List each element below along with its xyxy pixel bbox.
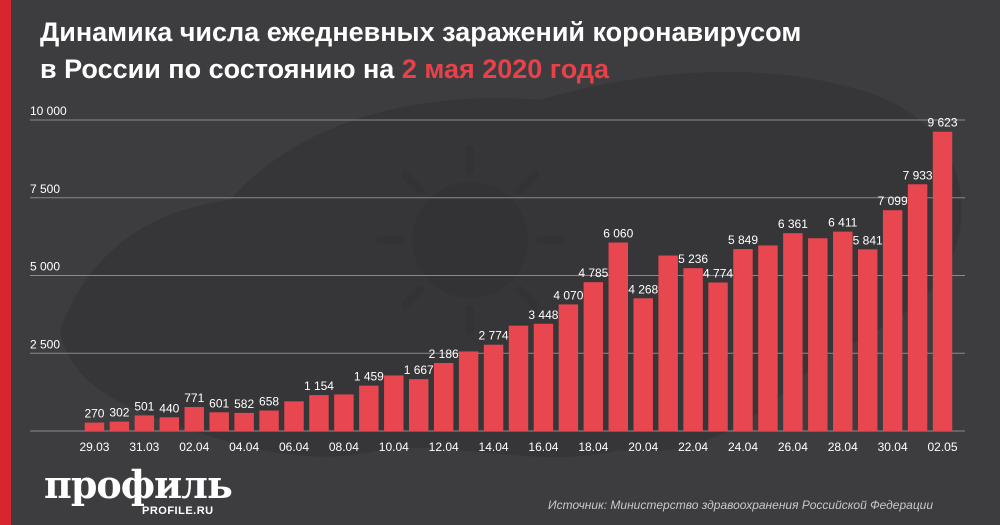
bar [633, 298, 653, 431]
bar-value-label: 658 [259, 395, 279, 409]
bar [259, 410, 279, 431]
bar [658, 255, 678, 431]
bar [134, 415, 155, 431]
x-tick-label: 29.03 [79, 440, 109, 454]
bar-value-label: 501 [134, 399, 154, 413]
bar-value-label: 1 667 [404, 363, 434, 377]
bar [907, 184, 928, 431]
bar [608, 242, 628, 431]
title-date-accent: 2 мая 2020 года [401, 54, 609, 84]
x-tick-label: 26.04 [778, 440, 808, 454]
source-note: Источник: Министерство здравоохранения Р… [548, 498, 934, 512]
x-tick-label: 14.04 [479, 440, 509, 454]
bar-value-label: 5 841 [853, 233, 883, 247]
bar [334, 394, 354, 431]
bar [708, 282, 728, 431]
x-tick-label: 16.04 [528, 440, 558, 454]
bar [359, 385, 379, 431]
profile-logo: профиль [44, 462, 233, 507]
x-tick-label: 08.04 [329, 440, 359, 454]
bar-value-label: 7 933 [903, 168, 933, 182]
bar-value-label: 440 [159, 401, 179, 415]
x-tick-label: 28.04 [828, 440, 858, 454]
bar-value-label: 1 154 [304, 379, 334, 393]
x-tick-label: 06.04 [279, 440, 309, 454]
y-tick-label: 10 000 [30, 104, 67, 118]
bar-value-label: 582 [234, 397, 254, 411]
bar-value-label: 3 448 [528, 308, 558, 322]
bar [533, 323, 554, 431]
bar [209, 412, 229, 431]
bar [84, 422, 105, 431]
bar-value-label: 6 411 [828, 216, 857, 230]
bar-value-label: 6 060 [603, 227, 633, 241]
bar-value-label: 4 774 [703, 267, 733, 281]
bar-value-label: 5 236 [678, 252, 708, 266]
bar-value-label: 9 623 [928, 116, 958, 130]
x-tick-label: 22.04 [678, 440, 708, 454]
bar [109, 421, 130, 431]
bar [159, 417, 180, 431]
bar-value-label: 5 849 [728, 233, 758, 247]
x-tick-label: 20.04 [628, 440, 658, 454]
bar [808, 238, 828, 431]
bar [882, 210, 903, 431]
x-tick-label: 10.04 [379, 440, 409, 454]
bar [508, 325, 529, 431]
bar [683, 268, 703, 431]
bar [733, 249, 753, 431]
x-tick-label: 02.04 [179, 440, 209, 454]
bar [833, 231, 853, 431]
bar-value-label: 270 [84, 407, 104, 421]
bar [932, 131, 953, 431]
profile-logo-subtitle: PROFILE.RU [142, 505, 214, 517]
y-tick-label: 5 000 [30, 260, 60, 274]
bar [309, 395, 329, 431]
bar-value-label: 6 361 [778, 217, 808, 231]
x-tick-label: 31.03 [129, 440, 159, 454]
x-tick-label: 30.04 [878, 440, 908, 454]
bar [433, 363, 454, 431]
bar [284, 401, 304, 431]
bar [384, 375, 404, 431]
bar-value-label: 601 [209, 396, 229, 410]
bar [409, 379, 429, 431]
bar-value-label: 7 099 [878, 194, 908, 208]
bar [234, 412, 254, 431]
bar [758, 245, 778, 431]
bar [857, 249, 878, 431]
accent-strip [0, 0, 11, 525]
bar [783, 233, 803, 431]
bar-value-label: 2 774 [479, 329, 509, 343]
bar [483, 344, 504, 431]
bar [583, 282, 604, 431]
bar-value-label: 4 785 [578, 266, 608, 280]
bar-value-label: 771 [184, 391, 204, 405]
x-tick-label: 02.05 [928, 440, 958, 454]
y-tick-label: 7 500 [30, 182, 60, 196]
bar-value-label: 4 268 [628, 282, 658, 296]
chart-title: Динамика числа ежедневных заражений коро… [40, 14, 980, 88]
x-tick-label: 12.04 [429, 440, 459, 454]
x-tick-label: 24.04 [728, 440, 758, 454]
bar-value-label: 302 [109, 406, 129, 420]
bar [558, 304, 579, 431]
bar-value-label: 4 070 [553, 288, 583, 302]
bar-value-label: 1 459 [354, 370, 384, 384]
x-tick-label: 04.04 [229, 440, 259, 454]
title-line-2: в России по состоянию на [40, 54, 402, 84]
bar [458, 351, 479, 431]
y-tick-label: 2 500 [30, 337, 60, 351]
bar [184, 407, 204, 431]
x-tick-label: 18.04 [578, 440, 608, 454]
bar-value-label: 2 186 [429, 347, 459, 361]
title-line-1: Динамика числа ежедневных заражений коро… [40, 17, 802, 47]
